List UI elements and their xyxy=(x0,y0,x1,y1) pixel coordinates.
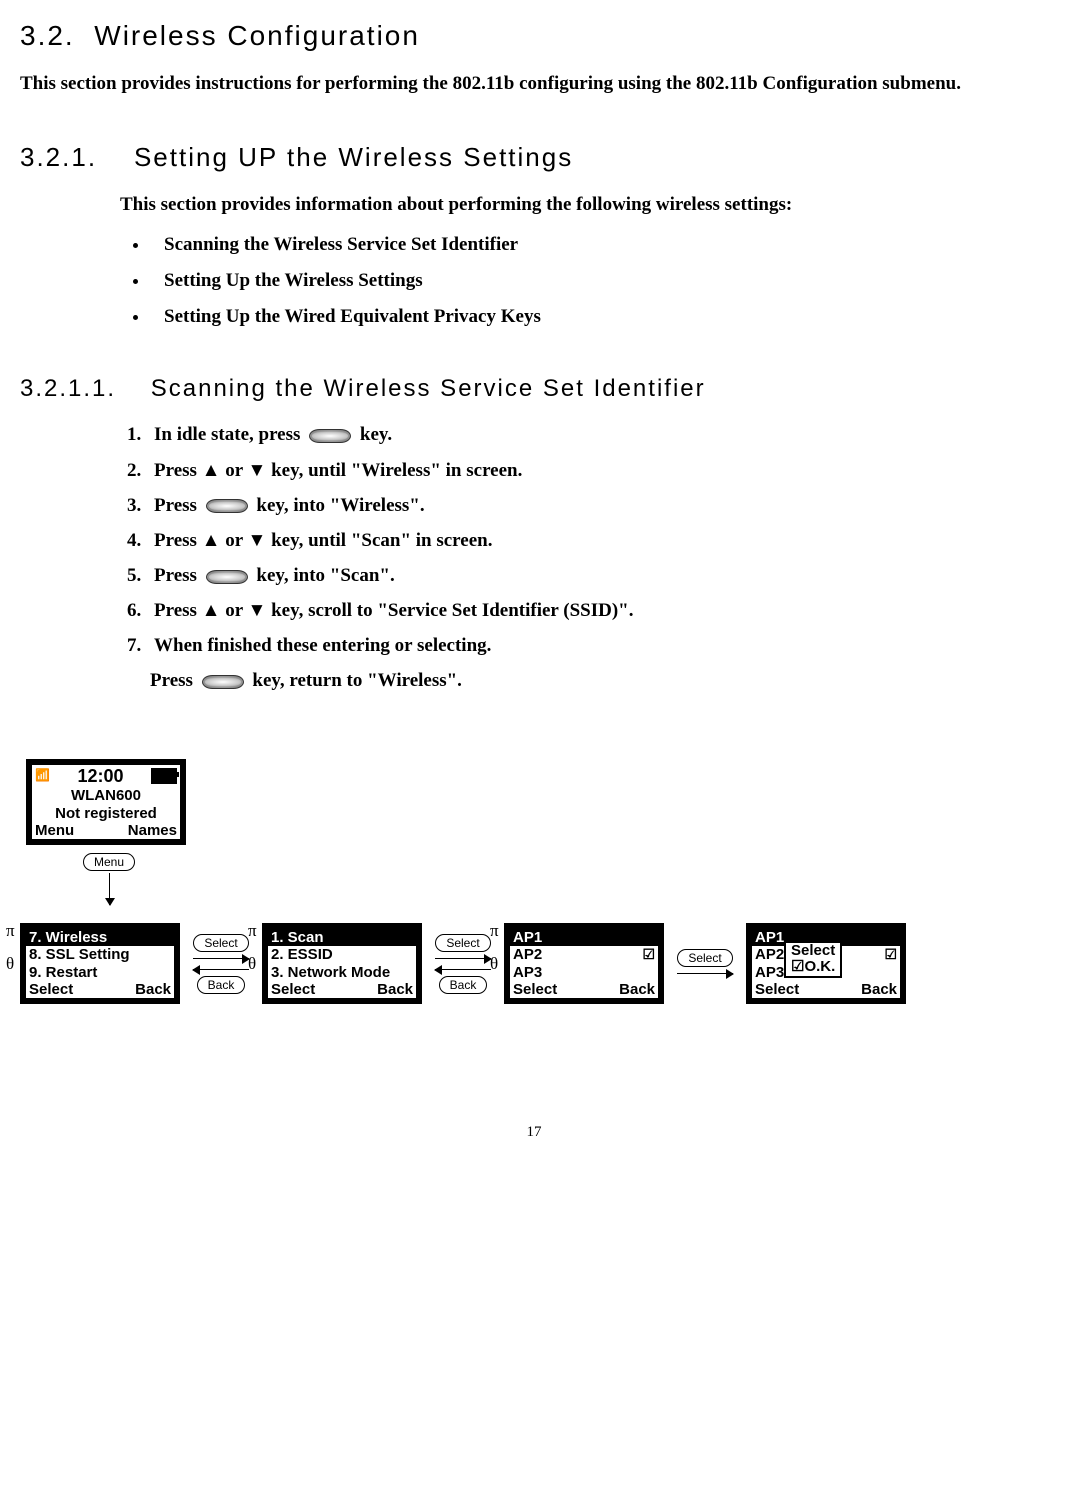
step-7-sub-b: key, return to "Wireless". xyxy=(252,670,462,691)
step-6: Press ▲ or ▼ key, scroll to "Service Set… xyxy=(146,593,1048,628)
arrow-left-icon xyxy=(193,969,249,970)
check-icon: ☑ xyxy=(884,946,897,963)
heading-3-2-1-1-num: 3.2.1.1. xyxy=(20,375,116,402)
flow-diagram: 📶 12:00 WLAN600 Not registered Menu Name… xyxy=(20,759,1048,1004)
softkey-names[interactable]: Names xyxy=(128,822,177,839)
pill-select: Select xyxy=(435,934,490,952)
arrow-down-icon xyxy=(109,873,110,905)
step-1-b: key. xyxy=(360,424,392,445)
pi-label: π xyxy=(490,921,499,941)
bullet-1: Scanning the Wireless Service Set Identi… xyxy=(150,227,1048,263)
pi-label: π xyxy=(248,921,257,941)
arrow-col-1: Select Back xyxy=(186,934,256,994)
step-1-a: In idle state, press xyxy=(154,424,305,445)
arrow-col-3: Select xyxy=(670,949,740,978)
step-3: Press key, into "Wireless". xyxy=(146,488,1048,523)
pill-back: Back xyxy=(197,976,246,994)
screen-ap-list: AP1 AP2 ☑ AP3 Select Back xyxy=(504,923,664,1004)
heading-3-2-num: 3.2. xyxy=(20,20,75,51)
heading-3-2-1: 3.2.1. Setting UP the Wireless Settings xyxy=(20,142,1048,173)
screen-b-wrap: π θ 1. Scan 2. ESSID 3. Network Mode Sel… xyxy=(262,923,422,1004)
bullet-3: Setting Up the Wired Equivalent Privacy … xyxy=(150,299,1048,335)
item-essid[interactable]: 2. ESSID xyxy=(268,946,416,963)
arrow-right-icon xyxy=(193,958,249,959)
arrow-right-icon xyxy=(677,973,733,974)
arrow-right-icon xyxy=(435,958,491,959)
softkey-back[interactable]: Back xyxy=(135,981,171,998)
softkey-icon xyxy=(202,675,244,689)
pill-select: Select xyxy=(677,949,732,967)
screen-a-wrap: π θ 7. Wireless 8. SSL Setting 9. Restar… xyxy=(20,923,180,1004)
item-ap2[interactable]: AP2 ☑ xyxy=(510,946,658,963)
softkey-back[interactable]: Back xyxy=(619,981,655,998)
reg-status: Not registered xyxy=(32,805,180,822)
softkey-icon xyxy=(206,570,248,584)
softkey-select[interactable]: Select xyxy=(29,981,73,998)
theta-label: θ xyxy=(248,954,256,974)
para-3-2: This section provides instructions for p… xyxy=(20,66,1048,102)
heading-3-2-1-num: 3.2.1. xyxy=(20,142,97,172)
theta-label: θ xyxy=(6,954,14,974)
step-1: In idle state, press key. xyxy=(146,417,1048,452)
item-ssl[interactable]: 8. SSL Setting xyxy=(26,946,174,963)
heading-3-2: 3.2. Wireless Configuration xyxy=(20,20,1048,52)
clock: 12:00 xyxy=(77,766,123,787)
item-wireless[interactable]: 7. Wireless xyxy=(26,929,174,946)
screen-wireless-menu: 7. Wireless 8. SSL Setting 9. Restart Se… xyxy=(20,923,180,1004)
pill-menu: Menu xyxy=(83,853,135,871)
popup-line2: ☑O.K. xyxy=(791,959,835,975)
popup-select-ok: Select ☑O.K. xyxy=(784,941,842,978)
step-7-sub: Press key, return to "Wireless". xyxy=(150,663,1048,698)
device-name: WLAN600 xyxy=(32,787,180,804)
heading-3-2-1-1-title: Scanning the Wireless Service Set Identi… xyxy=(151,375,706,402)
softkey-icon xyxy=(309,429,351,443)
step-5: Press key, into "Scan". xyxy=(146,558,1048,593)
arrow-left-icon xyxy=(435,969,491,970)
heading-3-2-1-title: Setting UP the Wireless Settings xyxy=(134,142,573,172)
softkey-back[interactable]: Back xyxy=(861,981,897,998)
bullet-list: Scanning the Wireless Service Set Identi… xyxy=(150,227,1048,335)
item-ap1[interactable]: AP1 xyxy=(510,929,658,946)
heading-3-2-title: Wireless Configuration xyxy=(94,20,420,51)
step-3-a: Press xyxy=(154,495,202,516)
screen-c-wrap: π θ AP1 AP2 ☑ AP3 Select Back xyxy=(504,923,664,1004)
theta-label: θ xyxy=(490,954,498,974)
softkey-select[interactable]: Select xyxy=(271,981,315,998)
intro-3-2-1: This section provides information about … xyxy=(120,187,1048,223)
softkey-select[interactable]: Select xyxy=(513,981,557,998)
step-7: When finished these entering or selectin… xyxy=(146,628,1048,663)
step-3-b: key, into "Wireless". xyxy=(256,495,424,516)
battery-icon xyxy=(151,768,177,784)
popup-line1: Select xyxy=(791,943,835,959)
heading-3-2-1-1: 3.2.1.1. Scanning the Wireless Service S… xyxy=(20,375,1048,403)
page-number: 17 xyxy=(20,1124,1048,1141)
pi-label: π xyxy=(6,921,15,941)
softkey-select[interactable]: Select xyxy=(755,981,799,998)
screen-d-wrap: AP1 AP2 ☑ AP3 Select Back Select ☑O.K. xyxy=(746,923,906,1004)
item-ap2-label: AP2 xyxy=(513,946,542,963)
pill-back: Back xyxy=(439,976,488,994)
item-restart[interactable]: 9. Restart xyxy=(26,964,174,981)
antenna-icon: 📶 xyxy=(35,769,50,783)
step-7-sub-a: Press xyxy=(150,670,198,691)
check-icon: ☑ xyxy=(642,946,655,963)
item-ap2-label: AP2 xyxy=(755,946,784,963)
pill-select: Select xyxy=(193,934,248,952)
softkey-menu[interactable]: Menu xyxy=(35,822,74,839)
status-bar: 📶 12:00 xyxy=(32,765,180,788)
arrow-col-2: Select Back xyxy=(428,934,498,994)
screen-idle: 📶 12:00 WLAN600 Not registered Menu Name… xyxy=(26,759,186,845)
step-2: Press ▲ or ▼ key, until "Wireless" in sc… xyxy=(146,453,1048,488)
item-ap3[interactable]: AP3 xyxy=(510,964,658,981)
bullet-2: Setting Up the Wireless Settings xyxy=(150,263,1048,299)
steps-list: In idle state, press key. Press ▲ or ▼ k… xyxy=(146,417,1048,663)
item-scan[interactable]: 1. Scan xyxy=(268,929,416,946)
item-netmode[interactable]: 3. Network Mode xyxy=(268,964,416,981)
softkey-back[interactable]: Back xyxy=(377,981,413,998)
step-5-b: key, into "Scan". xyxy=(256,565,394,586)
step-4: Press ▲ or ▼ key, until "Scan" in screen… xyxy=(146,523,1048,558)
screen-scan-menu: 1. Scan 2. ESSID 3. Network Mode Select … xyxy=(262,923,422,1004)
step-5-a: Press xyxy=(154,565,202,586)
softkey-icon xyxy=(206,499,248,513)
